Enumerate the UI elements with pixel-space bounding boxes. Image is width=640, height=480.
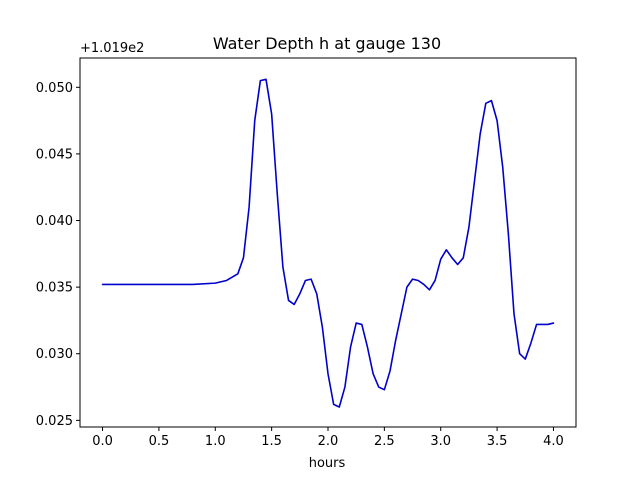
x-tick-label: 2.0 (318, 434, 339, 449)
x-tick-label: 4.0 (543, 434, 564, 449)
x-tick-label: 1.0 (205, 434, 226, 449)
y-tick-label: 0.040 (36, 214, 73, 229)
x-tick-label: 3.5 (487, 434, 508, 449)
y-tick-label: 0.050 (36, 81, 73, 96)
chart-title: Water Depth h at gauge 130 (213, 34, 441, 53)
y-tick-label: 0.025 (36, 414, 73, 429)
series-line-0 (101, 78, 555, 408)
plot-area: 0.0 0.5 1.0 1.5 2.0 2.5 3.0 3.5 4.0 0.025 0.030 0.0… (36, 57, 577, 449)
x-tick-label: 2.5 (374, 434, 395, 449)
x-tick-label: 3.0 (430, 434, 451, 449)
x-tick-label: 0.0 (92, 434, 113, 449)
y-tick-label: 0.030 (36, 347, 73, 362)
x-tick-label: 1.5 (261, 434, 282, 449)
y-offset-label: +1.019e2 (80, 41, 144, 56)
y-tick-label: 0.035 (36, 281, 73, 296)
x-axis-label: hours (309, 456, 346, 471)
y-tick-label: 0.045 (36, 147, 73, 162)
x-tick-label: 0.5 (149, 434, 170, 449)
